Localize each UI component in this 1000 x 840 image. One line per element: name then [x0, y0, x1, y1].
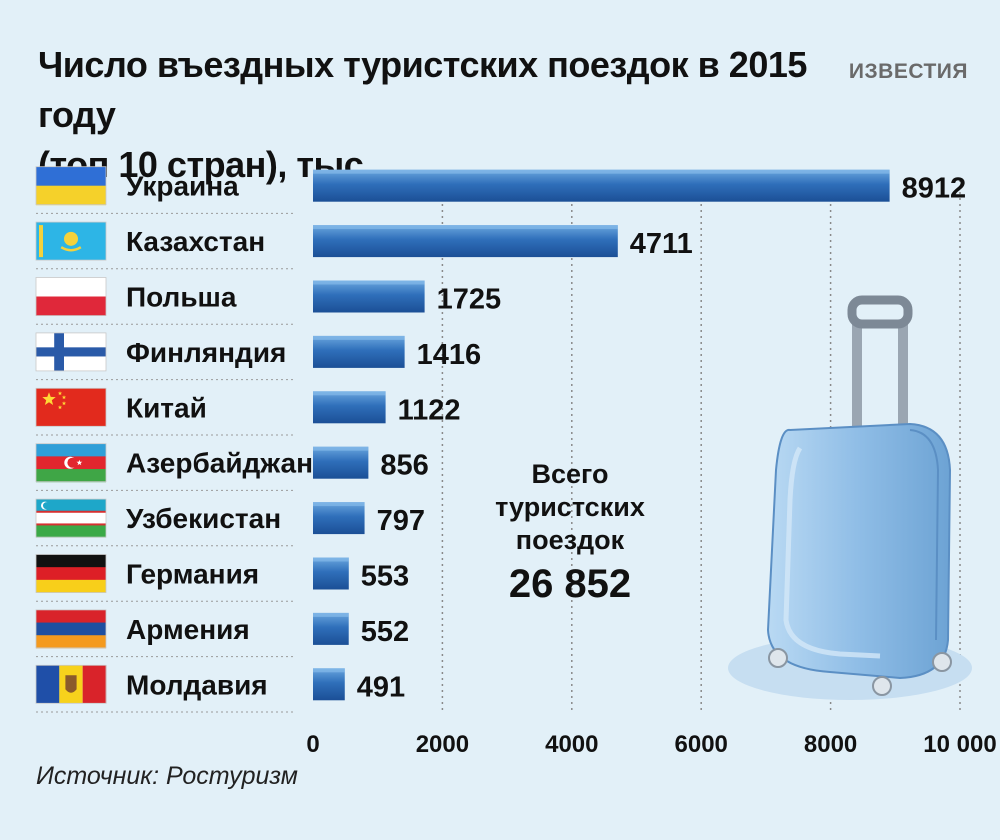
total-value: 26 852	[508, 562, 632, 606]
value-label: 8912	[902, 173, 967, 205]
category-label: Узбекистан	[126, 503, 281, 534]
flag-border	[35, 609, 107, 649]
category-label: Финляндия	[126, 337, 286, 368]
flag-border	[35, 387, 107, 427]
bar	[313, 557, 349, 590]
value-label: 1122	[398, 394, 461, 426]
bar-highlight	[313, 280, 425, 285]
x-tick-label: 8000	[804, 731, 857, 758]
flag-china-icon	[36, 388, 106, 427]
bar-highlight	[313, 668, 345, 673]
value-label: 552	[361, 616, 409, 648]
x-tick-label: 4000	[545, 731, 598, 758]
value-label: 1725	[437, 284, 502, 316]
bar-highlight	[313, 557, 349, 562]
flag-finland-icon	[36, 332, 106, 371]
x-tick-label: 2000	[416, 731, 469, 758]
category-label: Польша	[126, 282, 237, 313]
flag-azerbaijan-icon	[36, 443, 106, 483]
category-label: Германия	[126, 559, 259, 590]
value-label: 491	[357, 671, 405, 703]
category-label: Азербайджан	[126, 448, 313, 479]
total-label-line-3: поездок	[515, 525, 625, 555]
x-tick-label: 10 000	[923, 731, 996, 758]
bar	[313, 446, 369, 479]
value-label: 553	[361, 561, 409, 593]
bar-highlight	[313, 612, 349, 617]
bar	[313, 668, 345, 701]
flag-border	[35, 443, 107, 483]
source-note: Источник: Ростуризм	[36, 762, 298, 790]
value-label: 1416	[417, 339, 482, 371]
bar-highlight	[313, 169, 890, 174]
flag-border	[35, 332, 107, 372]
bar	[313, 280, 425, 313]
bar	[313, 502, 365, 535]
flag-kazakhstan-icon	[36, 222, 106, 261]
suitcase-illustration	[728, 295, 972, 700]
chart-title-line-1: Число въездных туристских поездок в 2015…	[38, 44, 807, 135]
bar	[313, 225, 618, 258]
flag-stripes	[36, 499, 106, 538]
total-trips-block: Всего туристских поездок 26 852	[475, 458, 665, 609]
value-label: 797	[377, 505, 425, 537]
flag-poland-icon	[36, 277, 106, 316]
flag-armenia-icon	[36, 609, 106, 649]
category-label: Китай	[126, 392, 207, 423]
bar	[313, 335, 405, 368]
category-label: Молдавия	[126, 669, 268, 700]
chart-title: Число въездных туристских поездок в 2015…	[38, 40, 838, 190]
category-label: Украина	[126, 171, 239, 202]
bar-highlight	[313, 391, 386, 396]
bar-highlight	[313, 502, 365, 507]
bar	[313, 169, 890, 202]
bar	[313, 391, 386, 424]
value-label: 4711	[630, 228, 693, 260]
flag-border	[35, 664, 107, 704]
total-label-line-2: туристских	[495, 492, 645, 522]
flag-border	[35, 498, 107, 538]
category-label: Армения	[126, 614, 250, 645]
value-label: 856	[380, 450, 428, 482]
flag-border	[35, 277, 107, 316]
flag-border	[35, 554, 107, 593]
bar-highlight	[313, 446, 369, 451]
bar	[313, 612, 349, 645]
flag-border	[35, 221, 107, 261]
x-tick-label: 0	[306, 731, 319, 758]
bar-highlight	[313, 335, 405, 340]
flag-germany-icon	[36, 554, 106, 593]
flag-border	[35, 166, 107, 206]
flag-moldova-icon	[36, 665, 107, 704]
category-label: Казахстан	[126, 226, 265, 257]
bar-highlight	[313, 225, 618, 230]
brand-logo: ИЗВЕСТИЯ	[848, 60, 968, 83]
flag-uzbekistan-icon	[36, 499, 106, 538]
total-label-line-1: Всего	[531, 459, 609, 489]
x-tick-label: 6000	[675, 731, 728, 758]
flag-ukraine-icon	[36, 166, 106, 206]
